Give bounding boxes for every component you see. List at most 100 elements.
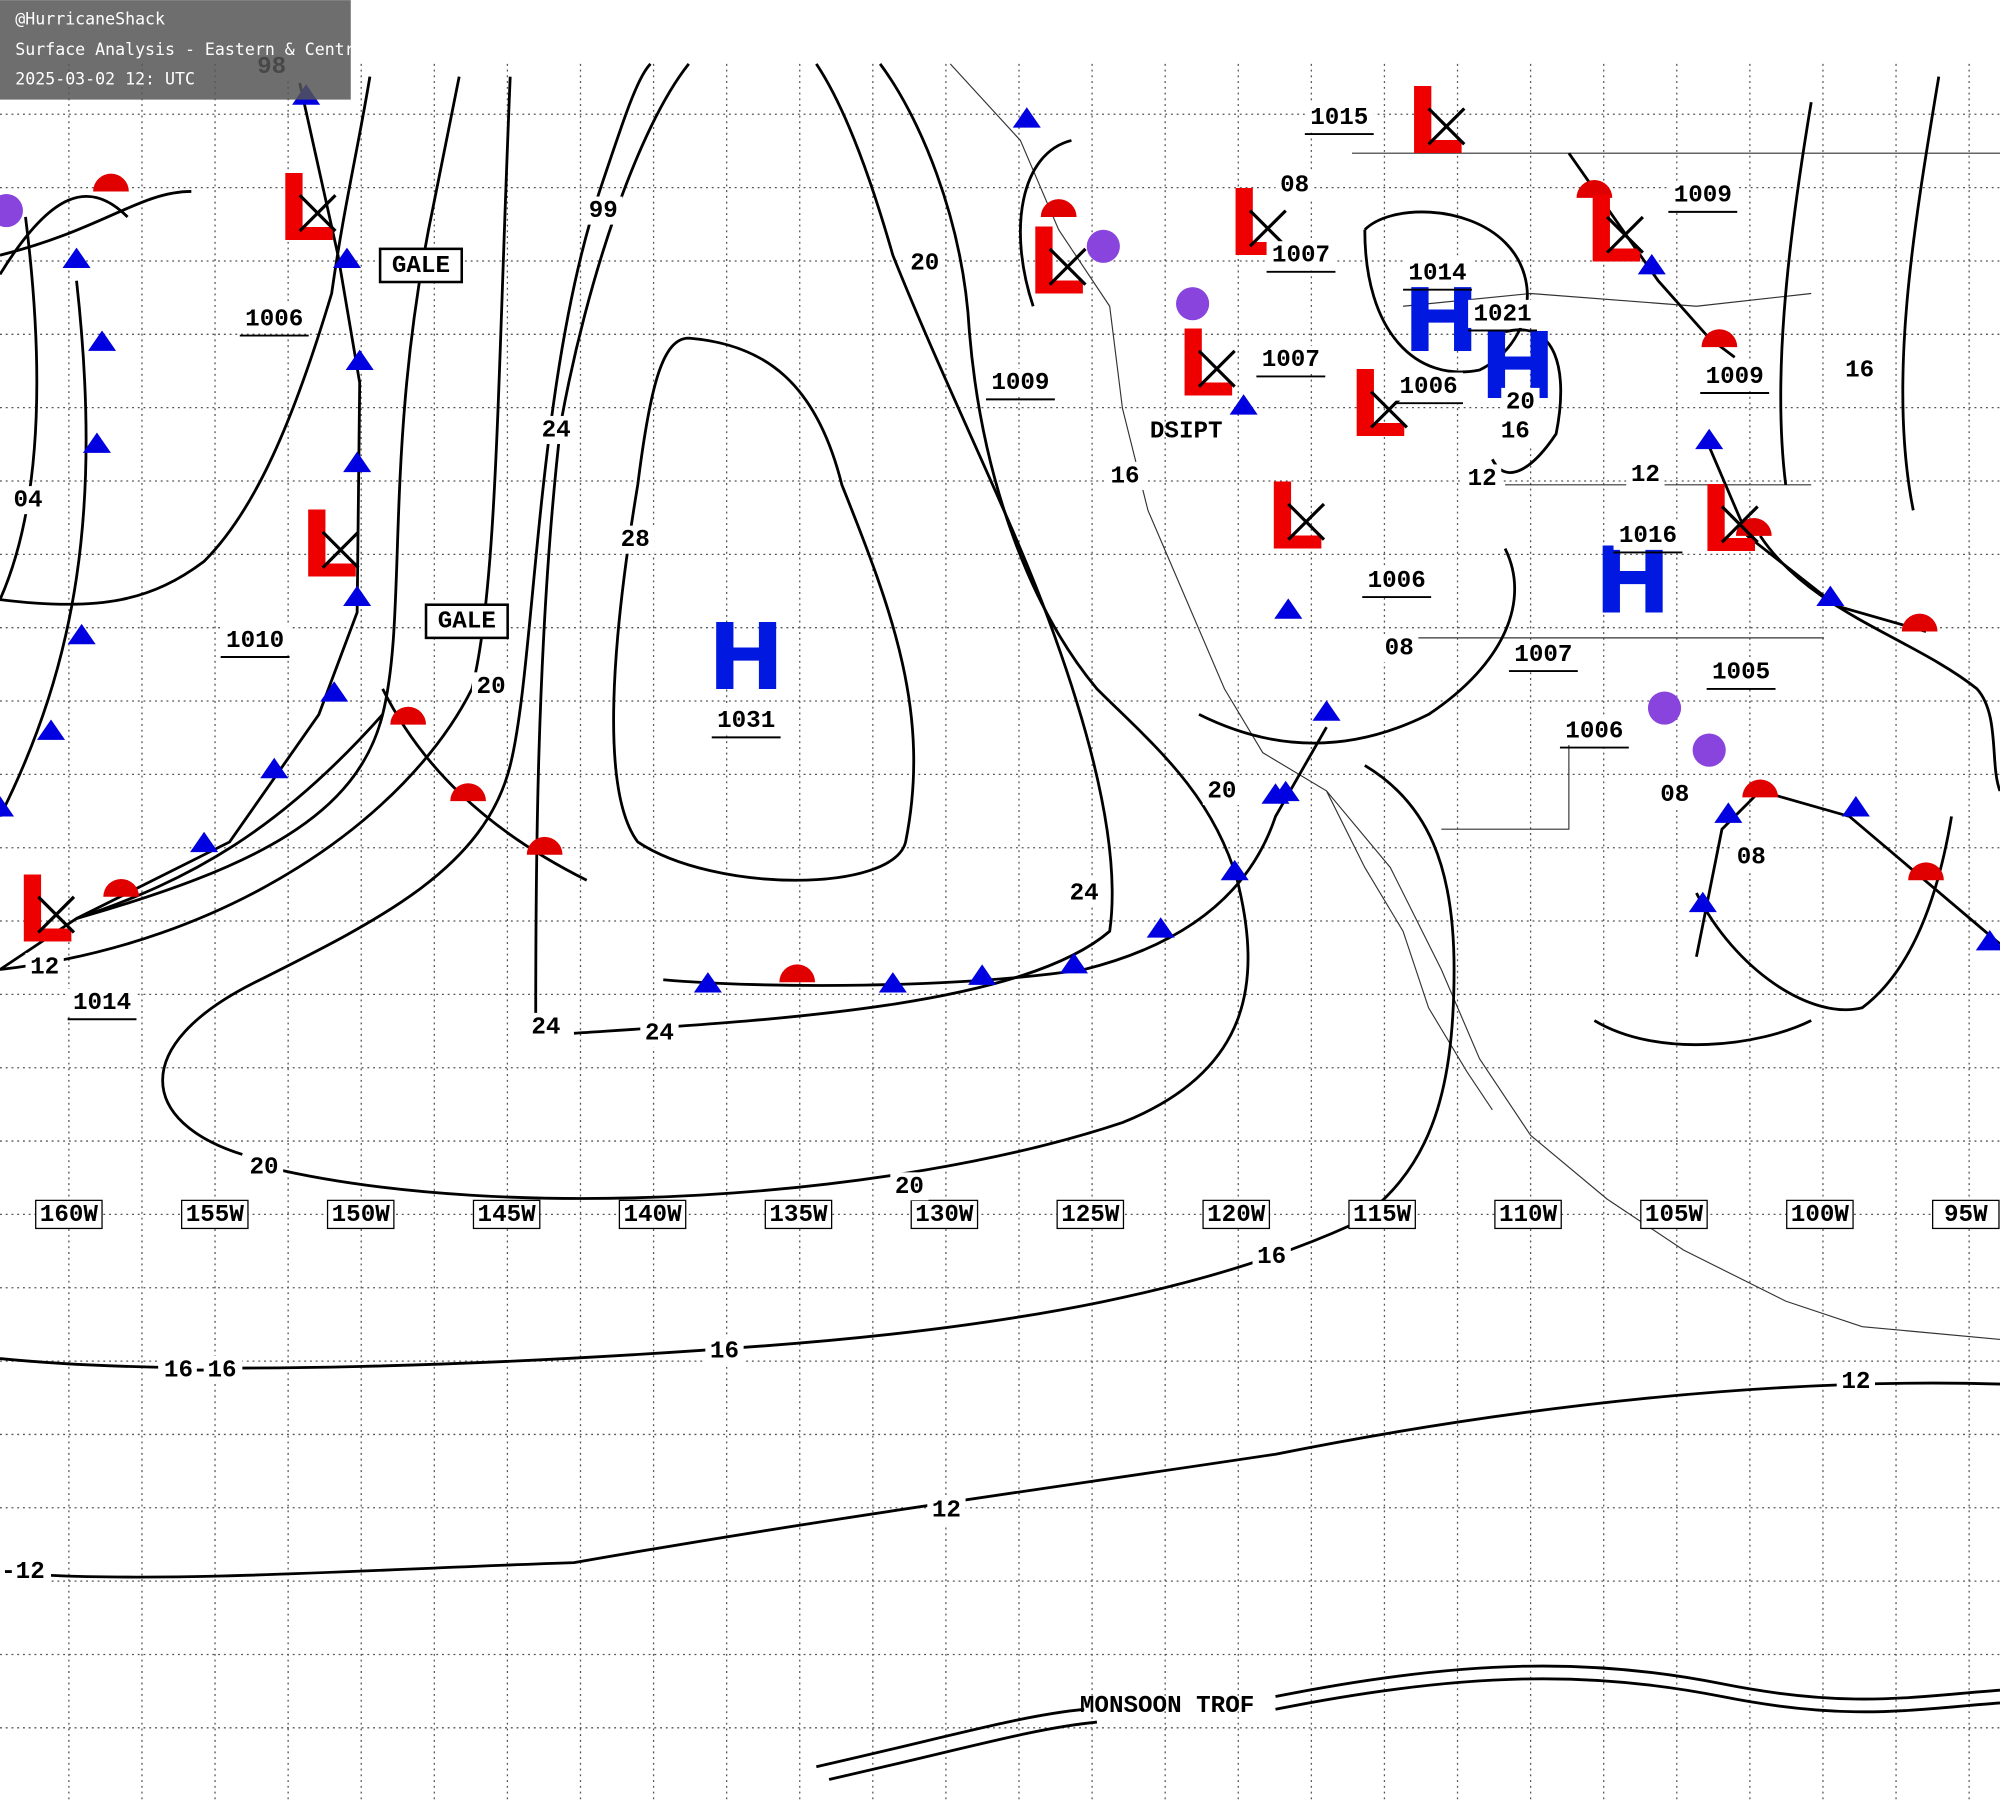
isobar-label-bg (1394, 372, 1464, 401)
isobar-label: 1009 (991, 370, 1049, 397)
isobar-label-bg (640, 1019, 679, 1048)
gale-box (378, 247, 464, 284)
isobar-label-bg (1655, 780, 1694, 809)
low-center: L (1348, 351, 1407, 458)
isobar-label-bg (905, 248, 944, 277)
warm-front-semicircle (1701, 329, 1738, 348)
low-center: L (277, 155, 336, 262)
isobar-label-bg (471, 672, 511, 701)
cold-front-triangle (1146, 917, 1175, 938)
low-center: L (15, 856, 74, 963)
cold-front-triangle (332, 247, 361, 268)
isobar-label: 1007 (1514, 642, 1572, 669)
occlusion-point (0, 194, 23, 228)
cold-front-triangle (36, 719, 66, 740)
lon-label: 120W (1207, 1202, 1266, 1229)
isobar-label: 28 (621, 527, 650, 554)
isobar-label-bg (1403, 259, 1472, 288)
isobar-label-bg (8, 486, 48, 515)
lon-box (1640, 1199, 1708, 1230)
center-x (1048, 247, 1087, 286)
warm-front-semicircle (93, 173, 129, 192)
isobar-label-bg (1362, 566, 1432, 595)
low-center: L (1584, 176, 1643, 283)
lon-label: 100W (1791, 1202, 1850, 1229)
isobar-label: 20 (895, 1174, 924, 1201)
low-center: L (1406, 68, 1465, 175)
isobar-label-bg (1501, 387, 1540, 416)
isobar-label: 04 (14, 488, 43, 515)
cold-front-triangle (88, 330, 117, 351)
isobar-label-bg (239, 304, 309, 334)
lon-label: 105W (1645, 1202, 1704, 1229)
cold-front-triangle (1012, 107, 1041, 128)
lon-box (326, 1199, 395, 1230)
isobar-label: 16-16 (164, 1357, 237, 1384)
isobar-label-bg (1668, 181, 1738, 210)
isobar-label-bg (220, 626, 290, 655)
isobar-label-bg (890, 1172, 929, 1201)
isobar-label-bg (158, 1355, 243, 1385)
isobar-label: 12 (1468, 466, 1497, 493)
lon-label: 125W (1061, 1202, 1120, 1229)
isobar-label-bg (1626, 460, 1665, 489)
warm-front-semicircle (1576, 179, 1613, 198)
warm-front-semicircle (1901, 613, 1938, 632)
cold-front-triangle (878, 972, 907, 993)
warm-front-semicircle (103, 878, 140, 897)
cold-front-triangle (260, 757, 289, 779)
lon-label: 160W (40, 1202, 99, 1229)
center-x (1606, 215, 1644, 254)
center-x (1197, 349, 1236, 388)
cold-front-triangle (968, 964, 997, 985)
isobar-label: 20 (910, 250, 939, 277)
isobar-label-bg (244, 1153, 284, 1182)
isobar-label: 1009 (1706, 364, 1764, 391)
isobar-label-bg (1836, 1367, 1875, 1396)
warm-front-semicircle (526, 836, 563, 855)
lon-box (35, 1199, 103, 1230)
cold-front-triangle (190, 831, 219, 853)
isobar-label-bg (0, 1557, 50, 1586)
isobar-label: 24 (645, 1021, 674, 1048)
labels: 160W 155W 150W 145W 140W 135W 130W 125W 120W 115W… (0, 52, 2000, 1720)
low-center: L (1176, 310, 1235, 417)
isobar-label-bg (927, 1496, 966, 1525)
isobar-label-bg (1304, 103, 1374, 132)
isobar-label: 1015 (1310, 105, 1368, 132)
isobar-label: 1006 (1368, 568, 1426, 595)
handle: @HurricaneShack (15, 9, 165, 28)
isobar-label: 12 (932, 1498, 961, 1525)
isobar-label: 1031 (717, 708, 775, 735)
isobar-label-bg (1065, 878, 1104, 908)
isobar-label: 24 (1070, 880, 1099, 907)
isobar-label-bg (1613, 521, 1683, 550)
isobar-label: 1016 (1619, 523, 1677, 550)
center-x (1287, 502, 1326, 541)
isobar-label: 16 (710, 1338, 739, 1365)
isobar-label: 08 (1660, 782, 1689, 809)
lon-box (1786, 1199, 1854, 1230)
lon-label: 115W (1353, 1202, 1412, 1229)
lon-box (910, 1199, 979, 1230)
lon-label: 95W (1944, 1202, 1988, 1229)
isobar-label-bg (1266, 241, 1336, 270)
lon-box (1494, 1199, 1562, 1230)
lon-box (1056, 1199, 1125, 1230)
isobar-label-bg (1706, 658, 1776, 687)
isobar-label-bg (1496, 417, 1535, 446)
cold-front-triangle (1059, 952, 1089, 974)
occlusion-point (1692, 733, 1726, 767)
isobar-label-bg (1202, 776, 1242, 805)
isobar-label: 1006 (1565, 718, 1623, 745)
isobar-label-bg (1508, 640, 1578, 669)
occlusion-point (1647, 691, 1682, 725)
lon-label: 140W (623, 1202, 682, 1229)
isobar-label: 08 (1385, 635, 1414, 662)
lon-label: 150W (332, 1202, 391, 1229)
annotation: GALE (438, 609, 496, 636)
occlusion-point (1176, 287, 1210, 321)
isobar-label-bg (1732, 843, 1771, 872)
warm-front-semicircle (779, 964, 816, 983)
